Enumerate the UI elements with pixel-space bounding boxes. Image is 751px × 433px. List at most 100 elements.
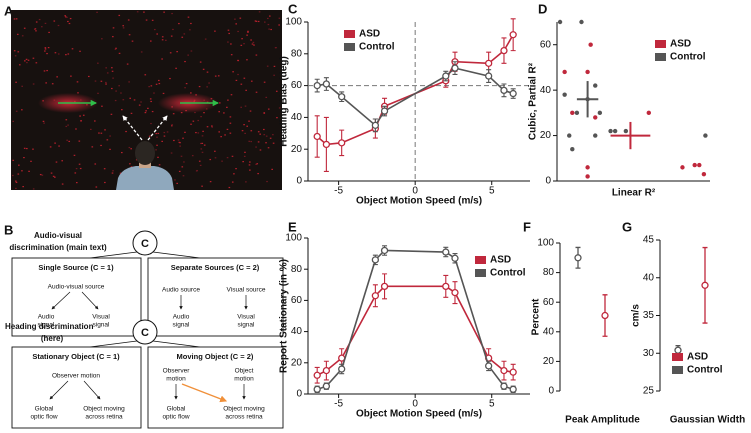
dot (28, 170, 30, 172)
dot (105, 67, 107, 69)
dot (77, 92, 79, 94)
legend-swatch (344, 43, 355, 51)
data-point (485, 362, 493, 370)
box-text: Global (35, 406, 54, 413)
dot (197, 132, 200, 134)
data-point (697, 162, 702, 168)
data-point (451, 64, 459, 72)
data-point (601, 311, 609, 320)
dot (21, 109, 23, 111)
heading-arrow (147, 115, 168, 141)
box-text: signal (93, 322, 111, 329)
dot (177, 139, 180, 141)
dot (55, 161, 58, 163)
dot (250, 39, 252, 41)
dot (201, 185, 203, 187)
dot (114, 99, 117, 102)
data-point (500, 46, 508, 55)
data-point (380, 107, 389, 115)
dot (155, 132, 158, 135)
dot (112, 27, 115, 29)
dot (257, 141, 260, 143)
dot (273, 65, 276, 67)
dot (125, 130, 127, 133)
dot (247, 31, 249, 33)
dot (64, 15, 66, 17)
legend-label: Control (687, 365, 723, 376)
dot (228, 186, 231, 189)
dot (204, 38, 207, 40)
dot (180, 155, 183, 157)
dot (161, 58, 163, 60)
dot (220, 136, 222, 138)
dot (249, 110, 252, 112)
dot (263, 112, 266, 114)
data-point (322, 140, 331, 149)
dot (161, 36, 164, 38)
dot (190, 123, 192, 125)
dot (122, 27, 125, 29)
dot (265, 135, 268, 137)
dot (135, 159, 138, 161)
dot (183, 161, 185, 163)
dot (57, 53, 60, 55)
dot (227, 29, 230, 31)
legend-label: ASD (687, 352, 708, 363)
dot (237, 59, 240, 62)
dot (130, 148, 132, 150)
legend-label: Control (359, 42, 395, 53)
dot (276, 117, 278, 119)
dot (52, 175, 55, 177)
dot (263, 134, 266, 136)
y-tick-label: 20 (291, 144, 303, 155)
dot (170, 152, 173, 154)
y-axis-label: Heading Bias (deg) (279, 56, 290, 147)
dot (235, 168, 237, 170)
x-axis-label: Gaussian Width (670, 415, 745, 426)
data-point (338, 139, 346, 147)
dot (94, 163, 97, 165)
dot (106, 72, 109, 74)
x-axis-label: Linear R² (612, 188, 656, 199)
dot (14, 55, 17, 57)
dot (48, 31, 50, 34)
dot (246, 125, 248, 127)
dot (175, 67, 177, 69)
dot (15, 187, 17, 190)
data-point (703, 133, 708, 138)
data-point (313, 81, 321, 90)
dot (241, 38, 243, 40)
y-axis-label: Percent (531, 298, 542, 335)
dot (226, 128, 229, 131)
dot (105, 81, 107, 84)
dot (45, 82, 47, 84)
dot (273, 74, 275, 76)
node-label: C (141, 327, 149, 339)
panel-label: C (288, 1, 298, 16)
dot (12, 120, 15, 122)
dot (27, 59, 30, 61)
y-tick-label: 35 (643, 310, 655, 321)
y-tick-label: 80 (543, 267, 555, 278)
dot (129, 97, 132, 99)
box-text: across retina (85, 414, 123, 421)
dot (13, 50, 16, 52)
data-point (371, 292, 380, 300)
dot (206, 86, 208, 88)
y-tick-label: 40 (291, 326, 303, 337)
dot (183, 33, 186, 35)
dot (50, 172, 53, 174)
data-point (500, 366, 508, 375)
dot (101, 38, 103, 40)
dot (243, 43, 245, 45)
dot (227, 41, 229, 43)
dot (250, 80, 253, 82)
dot (268, 28, 270, 30)
data-point (371, 256, 380, 264)
data-point (597, 110, 603, 116)
dot (144, 112, 147, 114)
dot (41, 174, 44, 176)
chart: 0 20 40 60 80 100 Peak Amplitude Percent (531, 238, 641, 426)
y-tick-label: 45 (643, 235, 655, 246)
dot (82, 114, 85, 116)
